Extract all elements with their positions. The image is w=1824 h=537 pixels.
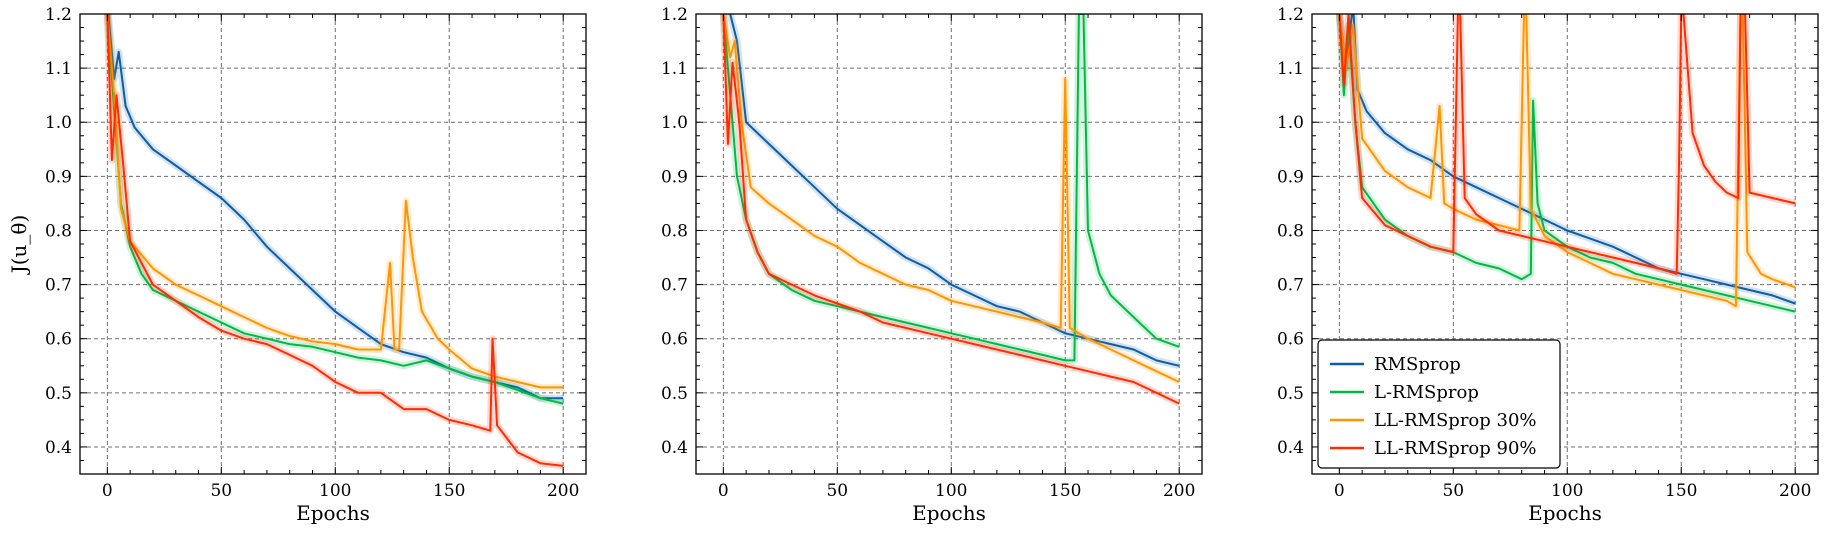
plot-frame (79, 13, 587, 475)
y-tick-label: 0.7 (45, 276, 72, 296)
y-tick-label: 0.6 (1277, 330, 1304, 350)
series-line-3 (722, 14, 1180, 383)
x-tick-label: 100 (935, 481, 967, 501)
y-tick-label: 0.5 (661, 384, 688, 404)
y-tick-label: 0.6 (45, 330, 72, 350)
y-tick-label: 0.5 (1277, 384, 1304, 404)
x-tick-label: 100 (319, 481, 351, 501)
legend-box (1317, 339, 1561, 469)
chart-panel-3: 0 50 100 150 200 0.4 0.5 0.6 0.7 0.8 0.9 1.0 1.1 1.2 E… (1277, 5, 1819, 525)
y-tick-label: 1.2 (1277, 5, 1304, 25)
y-tick-label: 0.9 (1277, 167, 1304, 187)
y-tick-label: 1.0 (661, 113, 688, 133)
series-line-1 (1338, 14, 1796, 305)
series-line-4 (1338, 14, 1796, 275)
series-line-1 (729, 14, 1180, 367)
y-tick-label: 1.2 (661, 5, 688, 25)
x-tick-label: 150 (1049, 481, 1081, 501)
x-tick-label: 50 (210, 481, 232, 501)
y-tick-label: 0.4 (45, 438, 72, 458)
y-tick-label: 0.7 (1277, 276, 1304, 296)
series-band-1 (1335, 14, 1797, 307)
y-tick-label: 0.8 (661, 221, 688, 241)
y-tick-label: 0.7 (661, 276, 688, 296)
y-tick-label: 1.2 (45, 5, 72, 25)
series-line-4 (106, 14, 564, 467)
x-tick-label: 150 (433, 481, 465, 501)
x-tick-label: 0 (1334, 481, 1345, 501)
x-tick-label: 200 (1163, 481, 1195, 501)
x-axis-label: Epochs (912, 501, 986, 525)
y-tick-label: 0.6 (661, 330, 688, 350)
y-tick-label: 1.1 (661, 59, 688, 79)
plot-frame (695, 13, 1203, 475)
x-tick-label: 0 (102, 481, 113, 501)
x-tick-label: 100 (1551, 481, 1583, 501)
x-tick-label: 0 (718, 481, 729, 501)
y-tick-label: 1.0 (45, 113, 72, 133)
y-axis-label: J(u_θ) (7, 215, 31, 276)
chart-panel-1: 0 50 100 150 200 0.4 0.5 0.6 0.7 0.8 0.9 1.0 1.1 1.2 E… (7, 5, 587, 525)
series-line-4 (722, 14, 1180, 405)
x-tick-label: 200 (1779, 481, 1811, 501)
series-line-2 (106, 14, 564, 405)
y-tick-label: 0.4 (1277, 438, 1304, 458)
legend: RMSprop L-RMSprop LL-RMSprop 30% LL-RMSprop… (1317, 339, 1561, 469)
x-tick-label: 200 (547, 481, 579, 501)
y-tick-label: 0.4 (661, 438, 688, 458)
series-line-2 (1338, 14, 1796, 313)
y-tick-label: 0.9 (661, 167, 688, 187)
y-tick-label: 0.8 (1277, 221, 1304, 241)
legend-entry: LL-RMSprop 90% (1374, 438, 1537, 459)
y-tick-label: 0.9 (45, 167, 72, 187)
y-tick-label: 0.8 (45, 221, 72, 241)
legend-entry: L-RMSprop (1374, 382, 1479, 403)
series-line-3 (106, 14, 564, 389)
x-axis-label: Epochs (1528, 501, 1602, 525)
x-axis-label: Epochs (296, 501, 370, 525)
x-tick-label: 150 (1665, 481, 1697, 501)
legend-entry: LL-RMSprop 30% (1374, 410, 1537, 431)
legend-entry: RMSprop (1374, 354, 1461, 375)
x-tick-label: 50 (1442, 481, 1464, 501)
y-tick-label: 1.0 (1277, 113, 1304, 133)
y-tick-label: 1.1 (1277, 59, 1304, 79)
y-tick-label: 1.1 (45, 59, 72, 79)
x-tick-label: 50 (826, 481, 848, 501)
chart-panel-2: 0 50 100 150 200 0.4 0.5 0.6 0.7 0.8 0.9 1.0 1.1 1.2 E… (661, 5, 1203, 525)
y-tick-label: 0.5 (45, 384, 72, 404)
